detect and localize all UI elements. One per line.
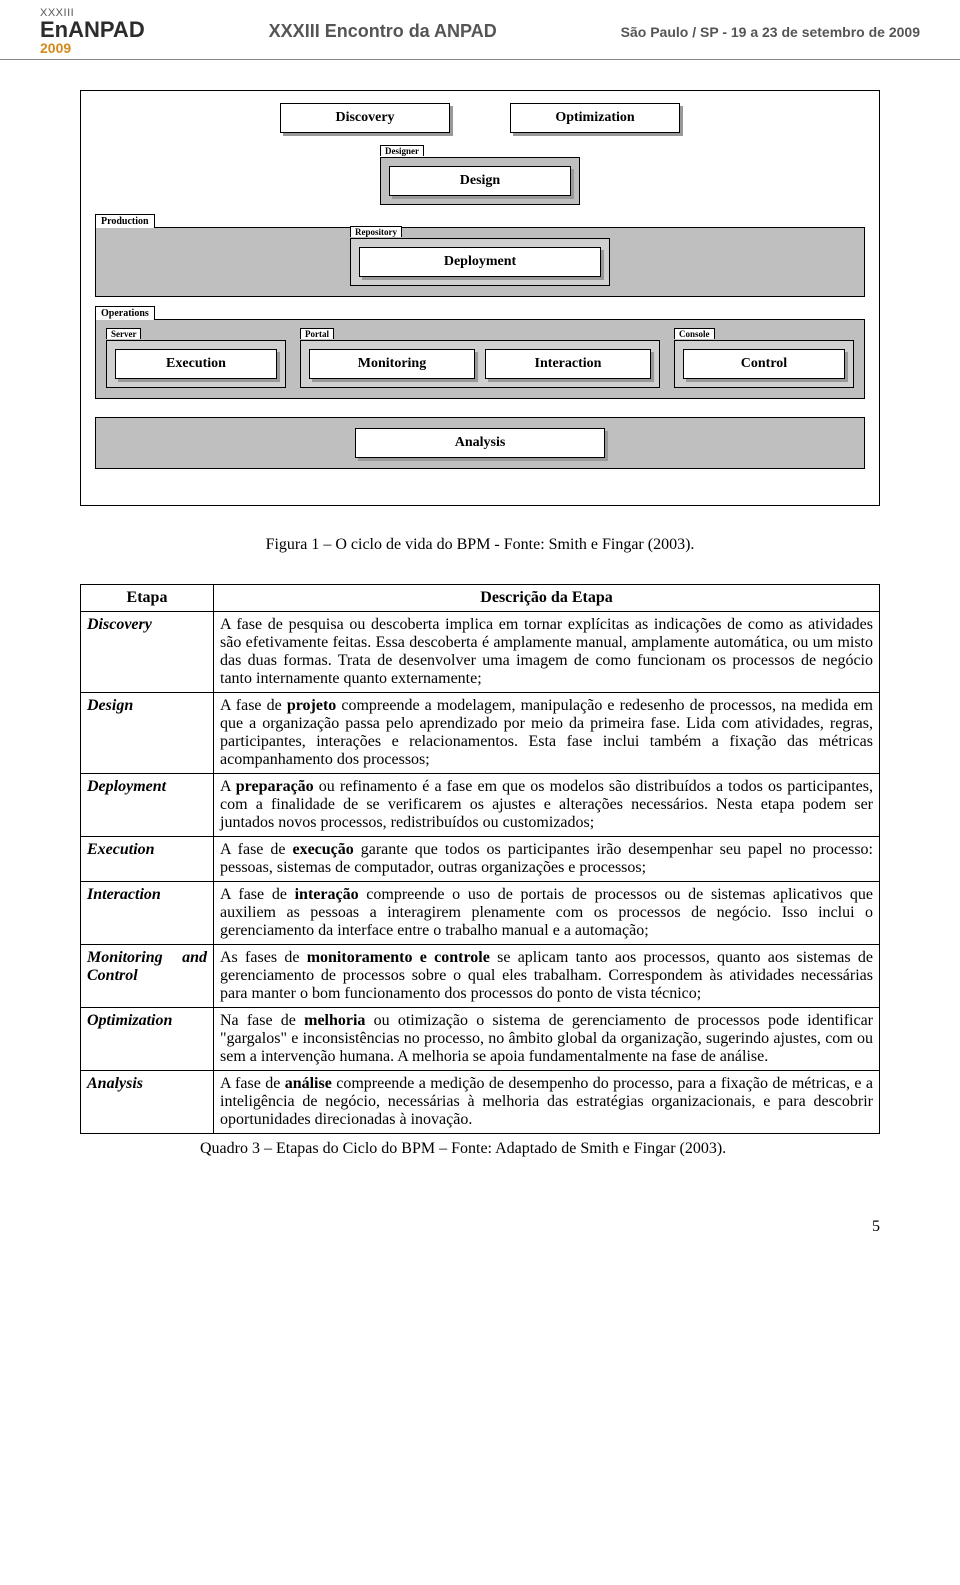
table-cell-etapa: Execution [81, 837, 214, 882]
table-cell-desc: A fase de interação compreende o uso de … [214, 882, 880, 945]
table-cell-desc: As fases de monitoramento e controle se … [214, 945, 880, 1008]
deployment-box: Deployment [359, 247, 601, 277]
page-content: Discovery Optimization Designer Design P… [0, 60, 960, 1198]
table-row: DiscoveryA fase de pesquisa ou descobert… [81, 612, 880, 693]
portal-tab: Portal [300, 328, 334, 339]
discovery-box: Discovery [280, 103, 450, 133]
table-row: ExecutionA fase de execução garante que … [81, 837, 880, 882]
table-body: DiscoveryA fase de pesquisa ou descobert… [81, 612, 880, 1134]
page-number: 5 [0, 1198, 960, 1276]
control-box: Control [683, 349, 845, 379]
table-header-desc: Descrição da Etapa [214, 585, 880, 612]
optimization-box: Optimization [510, 103, 680, 133]
header-location-date: São Paulo / SP - 19 a 23 de setembro de … [621, 24, 920, 40]
table-cell-desc: A fase de pesquisa ou descoberta implica… [214, 612, 880, 693]
figure-caption: Figura 1 – O ciclo de vida do BPM - Font… [80, 536, 880, 554]
table-header-etapa: Etapa [81, 585, 214, 612]
table-row: DeploymentA preparação ou refinamento é … [81, 774, 880, 837]
server-tab: Server [106, 328, 141, 339]
table-row: AnalysisA fase de análise compreende a m… [81, 1071, 880, 1134]
table-cell-desc: A fase de análise compreende a medição d… [214, 1071, 880, 1134]
conference-logo: XXXIII EnANPAD 2009 [40, 8, 145, 55]
operations-section: Operations Server Execution Portal Monit… [95, 319, 865, 399]
analysis-box: Analysis [355, 428, 605, 458]
table-cell-desc: A preparação ou refinamento é a fase em … [214, 774, 880, 837]
table-row: DesignA fase de projeto compreende a mod… [81, 693, 880, 774]
table-row: InteractionA fase de interação compreend… [81, 882, 880, 945]
table-cell-desc: A fase de execução garante que todos os … [214, 837, 880, 882]
production-tab: Production [95, 214, 155, 228]
table-cell-etapa: Design [81, 693, 214, 774]
monitoring-box: Monitoring [309, 349, 475, 379]
table-cell-etapa: Analysis [81, 1071, 214, 1134]
table-cell-etapa: Monitoring and Control [81, 945, 214, 1008]
table-cell-etapa: Deployment [81, 774, 214, 837]
logo-year: 2009 [40, 41, 145, 55]
table-cell-desc: A fase de projeto compreende a modelagem… [214, 693, 880, 774]
logo-line2: EnANPAD [40, 19, 145, 41]
table-caption: Quadro 3 – Etapas do Ciclo do BPM – Font… [80, 1140, 880, 1158]
table-cell-etapa: Optimization [81, 1008, 214, 1071]
design-box: Design [389, 166, 571, 196]
operations-tab: Operations [95, 306, 155, 320]
stages-table: Etapa Descrição da Etapa DiscoveryA fase… [80, 584, 880, 1134]
table-cell-etapa: Discovery [81, 612, 214, 693]
analysis-section: Analysis [95, 417, 865, 469]
execution-box: Execution [115, 349, 277, 379]
header-title: XXXIII Encontro da ANPAD [269, 21, 497, 42]
table-row: Monitoring and ControlAs fases de monito… [81, 945, 880, 1008]
table-row: OptimizationNa fase de melhoria ou otimi… [81, 1008, 880, 1071]
table-cell-etapa: Interaction [81, 882, 214, 945]
repository-tab: Repository [350, 226, 402, 237]
console-tab: Console [674, 328, 715, 339]
page-header: XXXIII EnANPAD 2009 XXXIII Encontro da A… [0, 0, 960, 60]
bpm-lifecycle-diagram: Discovery Optimization Designer Design P… [80, 90, 880, 506]
production-section: Production Repository Deployment [95, 227, 865, 297]
interaction-box: Interaction [485, 349, 651, 379]
designer-tab: Designer [380, 145, 424, 156]
table-cell-desc: Na fase de melhoria ou otimização o sist… [214, 1008, 880, 1071]
